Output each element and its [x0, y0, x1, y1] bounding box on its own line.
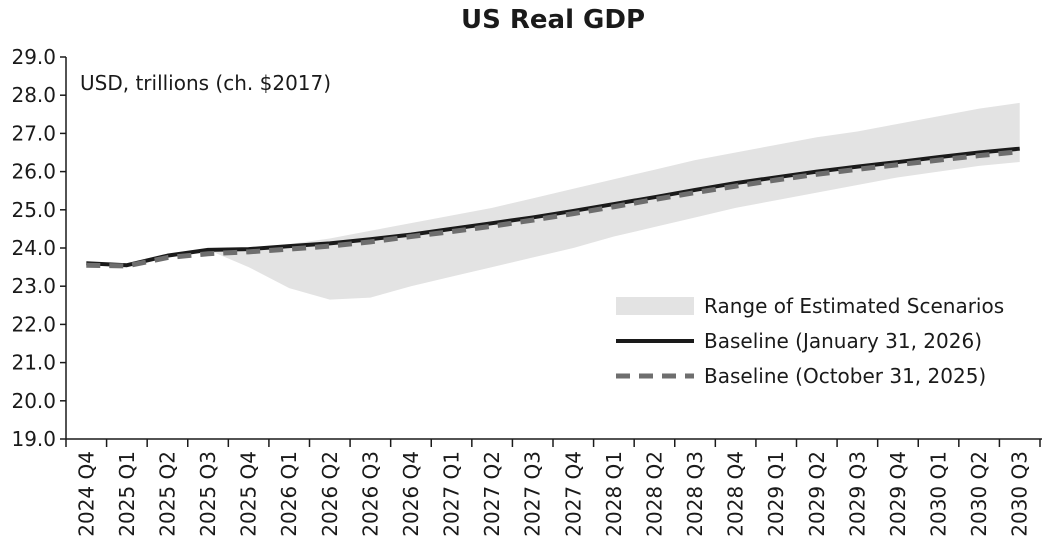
legend: Range of Estimated Scenarios Baseline (J… — [616, 294, 1004, 388]
legend-baseline-jan-label: Baseline (January 31, 2026) — [704, 329, 982, 353]
x-tick-label: 2027 Q4 — [561, 451, 585, 537]
chart-title: US Real GDP — [461, 5, 645, 35]
axes: 19.0 20.0 21.0 22.0 23.0 24.0 25.0 26.0 27.0 28.0… — [11, 45, 1042, 537]
y-tick-label: 25.0 — [11, 198, 56, 222]
x-tick-label: 2025 Q4 — [237, 451, 261, 537]
x-tick-label: 2026 Q1 — [277, 451, 301, 537]
x-tick-label: 2030 Q1 — [927, 451, 951, 537]
y-tick-label: 20.0 — [11, 389, 56, 413]
x-tick-label: 2027 Q2 — [480, 451, 504, 537]
x-tick-label: 2028 Q3 — [683, 451, 707, 537]
y-tick-label: 26.0 — [11, 160, 56, 184]
x-tick-label: 2024 Q4 — [74, 451, 98, 537]
plot-area — [86, 102, 1020, 300]
unit-label: USD, trillions (ch. $2017) — [80, 71, 331, 95]
y-tick-label: 23.0 — [11, 274, 56, 298]
x-tick-label: 2025 Q3 — [196, 451, 220, 537]
y-tick-label: 21.0 — [11, 351, 56, 375]
x-tick-label: 2025 Q2 — [155, 451, 179, 537]
x-tick-label: 2025 Q1 — [115, 451, 139, 537]
x-tick-label: 2029 Q3 — [845, 451, 869, 537]
y-tick-label: 24.0 — [11, 236, 56, 260]
range-band — [86, 102, 1020, 300]
legend-range-swatch — [616, 297, 694, 315]
x-tick-label: 2028 Q1 — [602, 451, 626, 537]
y-tick-label: 22.0 — [11, 312, 56, 336]
x-tick-label: 2029 Q4 — [886, 451, 910, 537]
y-tick-label: 19.0 — [11, 427, 56, 451]
y-tick-label: 28.0 — [11, 83, 56, 107]
y-tick-label: 29.0 — [11, 45, 56, 69]
y-tick-label: 27.0 — [11, 121, 56, 145]
legend-baseline-oct-label: Baseline (October 31, 2025) — [704, 364, 986, 388]
x-tick-label: 2029 Q1 — [764, 451, 788, 537]
x-tick-label: 2026 Q4 — [399, 451, 423, 537]
x-tick-label: 2026 Q2 — [318, 451, 342, 537]
x-tick-label: 2027 Q3 — [521, 451, 545, 537]
x-tick-label: 2028 Q4 — [724, 451, 748, 537]
x-tick-label: 2030 Q2 — [967, 451, 991, 537]
baseline-jan-2026-line — [86, 146, 1020, 268]
x-tick-label: 2028 Q2 — [642, 451, 666, 537]
x-tick-label: 2026 Q3 — [358, 451, 382, 537]
x-tick-label: 2027 Q1 — [440, 451, 464, 537]
x-tick-label: 2029 Q2 — [805, 451, 829, 537]
baseline-oct-2025-line — [86, 149, 1020, 269]
x-tick-label: 2030 Q3 — [1008, 451, 1032, 537]
legend-range-label: Range of Estimated Scenarios — [704, 294, 1004, 318]
